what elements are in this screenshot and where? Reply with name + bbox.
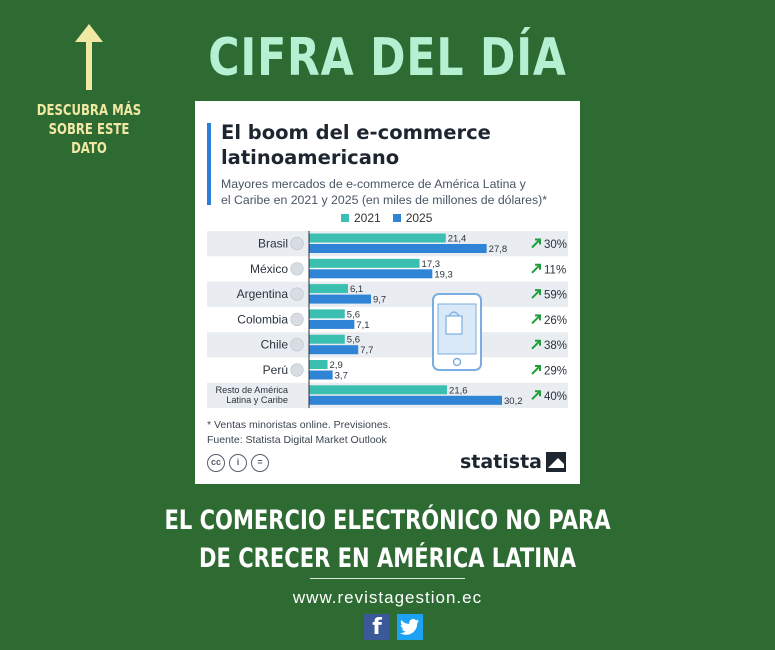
growth-arrow-icon (531, 289, 541, 299)
category-label: Brasil (258, 237, 288, 251)
category-label: Chile (261, 338, 289, 352)
twitter-icon[interactable] (397, 614, 423, 640)
facebook-icon[interactable]: f (364, 614, 390, 640)
growth-arrow-icon (531, 238, 541, 249)
bar-2021 (309, 233, 446, 243)
value-label-2025: 3,7 (335, 371, 348, 382)
growth-arrow-icon (531, 339, 541, 350)
bar-2021 (309, 334, 345, 344)
growth-label: 29% (544, 366, 567, 378)
legend-item-2021: 2021 (341, 211, 381, 225)
side-note-line2: SOBRE ESTE DATO (48, 120, 130, 157)
value-label-2025: 7,1 (356, 320, 369, 331)
brand-name: statista (459, 451, 542, 473)
cc-icon[interactable]: cc (207, 454, 225, 472)
page-title: CIFRA DEL DÍA (208, 28, 567, 88)
flag-icon (290, 312, 304, 326)
flag-icon (290, 338, 304, 352)
phone-illustration-icon (432, 293, 482, 371)
statista-logo[interactable]: statista (460, 451, 566, 473)
equals-icon[interactable]: = (251, 454, 269, 472)
bar-2025 (309, 319, 355, 329)
bar-2021 (309, 385, 448, 395)
bar-2025 (309, 269, 433, 279)
flag-icon (290, 236, 304, 251)
flag-icon (290, 287, 304, 301)
category-label: Latina y Caribe (226, 395, 288, 405)
growth-label: 59% (544, 290, 567, 302)
person-icon[interactable]: i (229, 454, 247, 472)
title-accent-bar (207, 123, 211, 205)
value-label-2021: 6,1 (350, 284, 363, 295)
value-label-2021: 21,4 (448, 234, 467, 245)
license-icons: cc i = (207, 454, 269, 472)
legend-swatch-2021 (341, 214, 349, 222)
chart-title: El boom del e-commerce latinoamericano (221, 121, 491, 169)
social-links: f (364, 614, 423, 640)
chart-subtitle-line1: Mayores mercados de e-commerce de Améric… (221, 177, 526, 191)
row-band (207, 332, 568, 358)
category-label: Colombia (237, 312, 288, 326)
value-label-2021: 2,9 (330, 360, 343, 371)
bar-2021 (309, 284, 348, 294)
tagline: EL COMERCIO ELECTRÓNICO NO PARA DE CRECE… (85, 502, 690, 578)
legend-label-2021: 2021 (354, 211, 381, 225)
divider (310, 578, 465, 579)
legend-label-2025: 2025 (405, 211, 433, 225)
category-label: México (250, 262, 288, 276)
value-label-2025: 9,7 (373, 295, 386, 306)
category-label: Perú (263, 363, 288, 377)
chart-subtitle-line2: el Caribe en 2021 y 2025 (en miles de mi… (221, 193, 548, 207)
growth-label: 11% (544, 264, 566, 276)
growth-arrow-icon (531, 263, 541, 274)
bar-2025 (309, 244, 487, 253)
bar-2025 (309, 294, 371, 304)
bar-2021 (309, 258, 420, 268)
growth-label: 30% (544, 239, 567, 251)
flag-icon (290, 262, 304, 276)
category-label: Resto de América (215, 385, 288, 395)
row-band (207, 281, 568, 307)
flag-icon (290, 363, 304, 377)
arrow-up-icon (75, 24, 103, 90)
infographic-card: El boom del e-commerce latinoamericano M… (195, 101, 580, 484)
tagline-line1: EL COMERCIO ELECTRÓNICO NO PARA (164, 505, 611, 536)
bar-2021 (309, 309, 345, 319)
legend-item-2025: 2025 (392, 211, 433, 225)
statista-mark-icon (546, 452, 566, 472)
website-link[interactable]: www.revistagestion.ec (292, 588, 483, 607)
side-note[interactable]: DESCUBRA MÁS SOBRE ESTE DATO (31, 101, 148, 158)
value-label-2021: 5,6 (347, 335, 360, 346)
chart-legend: 2021 2025 (341, 211, 432, 225)
growth-label: 26% (544, 315, 567, 327)
growth-label: 40% (544, 391, 567, 403)
chart-subtitle: Mayores mercados de e-commerce de Améric… (221, 176, 571, 208)
growth-arrow-icon (531, 314, 541, 325)
bar-2025 (309, 370, 333, 380)
footnote: * Ventas minoristas online. Previsiones.… (207, 418, 391, 448)
category-label: Argentina (237, 287, 289, 301)
value-label-2025: 19,3 (434, 269, 453, 280)
growth-label: 38% (544, 340, 567, 352)
value-label-2021: 5,6 (347, 309, 360, 320)
bar-2025 (309, 345, 359, 355)
bar-chart: Brasil 21,4 27,8 30% México 17,319,3 11% Argent… (207, 231, 568, 409)
footnote-line1: * Ventas minoristas online. Previsiones. (207, 419, 391, 431)
growth-arrow-icon (531, 365, 541, 375)
value-label-2025: 7,7 (360, 345, 373, 356)
bar-2021 (309, 360, 328, 369)
value-label-2025: 30,2 (504, 396, 523, 407)
growth-arrow-icon (531, 390, 541, 401)
value-label-2021: 21,6 (449, 385, 468, 396)
footnote-source: Fuente: Statista Digital Market Outlook (207, 434, 387, 446)
value-label-2025: 27,8 (489, 244, 508, 255)
value-label-2021: 17,3 (422, 259, 441, 270)
legend-swatch-2025 (392, 214, 401, 222)
tagline-line2: DE CRECER EN AMÉRICA LATINA (199, 543, 576, 574)
side-note-line1: DESCUBRA MÁS (36, 101, 142, 119)
bar-2025 (309, 395, 502, 405)
